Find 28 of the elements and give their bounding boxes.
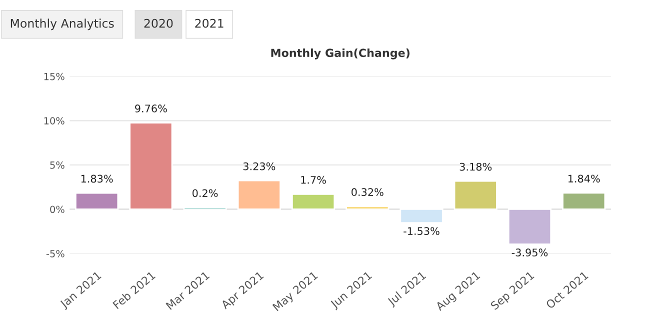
bar bbox=[75, 192, 119, 210]
bar bbox=[508, 208, 552, 245]
bar bbox=[562, 192, 606, 210]
y-tick-label: 10% bbox=[44, 117, 64, 124]
data-label: 0.2% bbox=[192, 189, 218, 198]
text: 2020 bbox=[144, 18, 173, 28]
bar bbox=[237, 180, 281, 210]
data-label: 1.83% bbox=[81, 174, 113, 183]
data-label: -3.95% bbox=[512, 248, 548, 256]
y-tick-label: 5% bbox=[50, 161, 64, 169]
data-label: 0.32% bbox=[352, 188, 384, 196]
bar bbox=[400, 208, 444, 224]
y-tick-label: -5% bbox=[46, 250, 64, 258]
bar bbox=[129, 122, 173, 210]
y-tick-label: 15% bbox=[44, 72, 64, 80]
data-label: 3.23% bbox=[243, 162, 276, 170]
data-label: 1.84% bbox=[568, 174, 600, 183]
data-label: 1.7% bbox=[301, 176, 326, 184]
data-label: 3.18% bbox=[460, 162, 492, 171]
bar bbox=[346, 206, 390, 210]
bar bbox=[291, 193, 336, 210]
text: Monthly Analytics bbox=[10, 18, 114, 30]
chart-title: Monthly Gain(Change) bbox=[271, 48, 410, 60]
data-label: 9.76% bbox=[135, 104, 167, 112]
text: 2021 bbox=[195, 18, 224, 28]
bar bbox=[454, 180, 498, 210]
y-tick-label: 0% bbox=[50, 206, 64, 214]
data-label: -1.53% bbox=[404, 227, 440, 235]
